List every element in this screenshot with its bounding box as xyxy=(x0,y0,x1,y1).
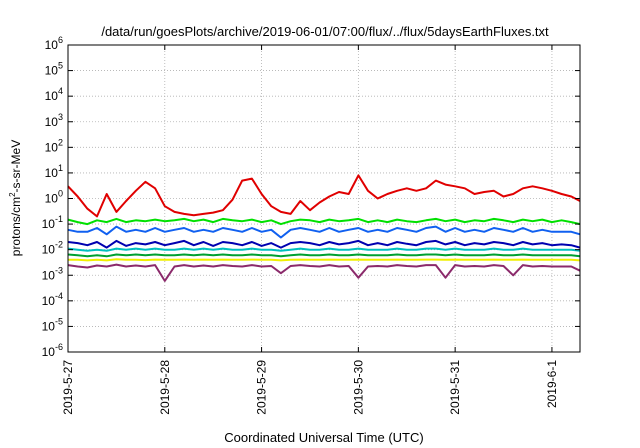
y-tick-label: 10-4 xyxy=(42,291,63,308)
x-tick-label: 2019-5-30 xyxy=(351,360,365,415)
y-axis: 10-6 10-5 10-4 10-3 10-2 10-1 100 101 102 103 104 1… xyxy=(42,35,580,359)
y-tick-label: 103 xyxy=(45,112,63,129)
y-tick-label: 10-2 xyxy=(42,240,63,257)
y-tick-label: 102 xyxy=(45,137,63,154)
x-axis-label: Coordinated Universal Time (UTC) xyxy=(224,430,423,445)
y-tick-label: 101 xyxy=(45,163,63,180)
chart-title: /data/run/goesPlots/archive/2019-06-01/0… xyxy=(101,24,549,39)
y-tick-label: 10-5 xyxy=(42,316,63,333)
y-tick-label: 100 xyxy=(45,189,63,206)
x-tick-label: 2019-5-31 xyxy=(448,360,462,415)
series-line-8 xyxy=(67,263,581,282)
y-axis-label: protons/cm2-s-sr-MeV xyxy=(8,140,23,256)
y-tick-label: 10-6 xyxy=(42,342,63,359)
x-tick-label: 2019-5-29 xyxy=(255,360,269,415)
y-tick-label: 105 xyxy=(45,61,63,78)
series-layer xyxy=(67,174,581,282)
y-tick-label: 10-1 xyxy=(42,214,63,231)
series-line-2 xyxy=(67,217,581,226)
x-axis: 2019-5-27 2019-5-28 2019-5-29 2019-5-30 2019… xyxy=(61,45,559,415)
series-line-3 xyxy=(67,225,581,239)
series-line-4 xyxy=(67,239,581,249)
y-axis-label-sup: 2 xyxy=(8,192,17,197)
series-line-1 xyxy=(67,174,581,218)
y-axis-label-rest: -s-sr-MeV xyxy=(9,140,23,193)
x-tick-label: 2019-5-27 xyxy=(61,360,75,415)
x-tick-label: 2019-5-28 xyxy=(158,360,172,415)
grid xyxy=(68,45,580,352)
y-axis-label-base: protons/cm xyxy=(9,197,23,256)
series-line-6 xyxy=(67,253,581,258)
y-tick-label: 106 xyxy=(45,35,63,52)
y-tick-label: 10-3 xyxy=(42,265,63,282)
x-tick-label: 2019-6-1 xyxy=(545,360,559,408)
series-line-5 xyxy=(67,247,581,252)
y-tick-label: 104 xyxy=(45,86,63,103)
series-line-7 xyxy=(68,258,581,262)
